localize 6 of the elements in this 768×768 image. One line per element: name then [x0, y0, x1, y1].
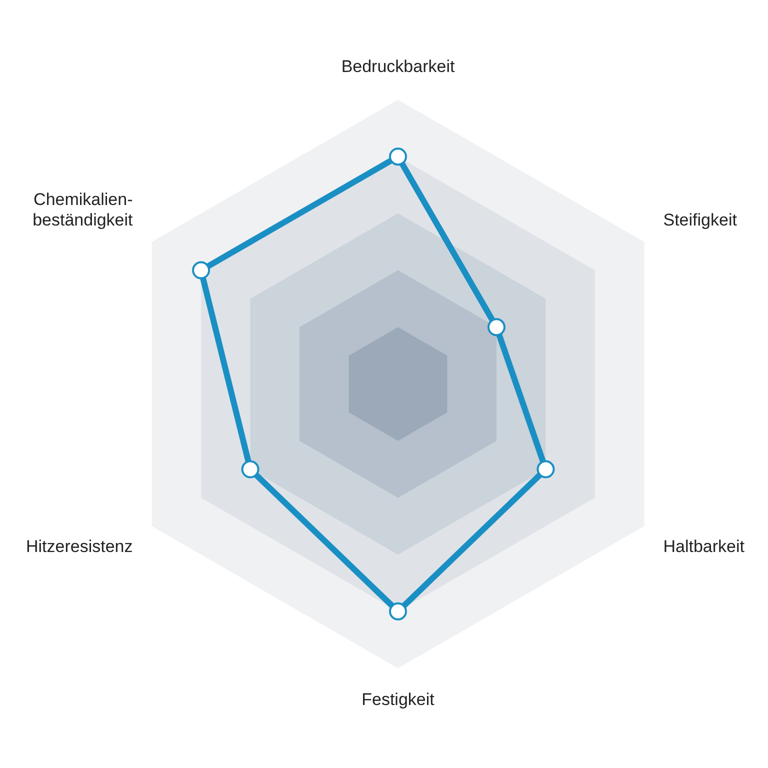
spoke-label: Haltbarkeit: [663, 537, 745, 556]
spoke-label: Hitzeresistenz: [26, 537, 133, 556]
spoke-label: Festigkeit: [362, 690, 435, 710]
spoke-label: Bedruckbarkeit: [341, 57, 455, 76]
spoke-label: Chemikalien- beständigkeit: [32, 190, 134, 230]
spoke-label: Steifigkeit: [663, 210, 738, 230]
